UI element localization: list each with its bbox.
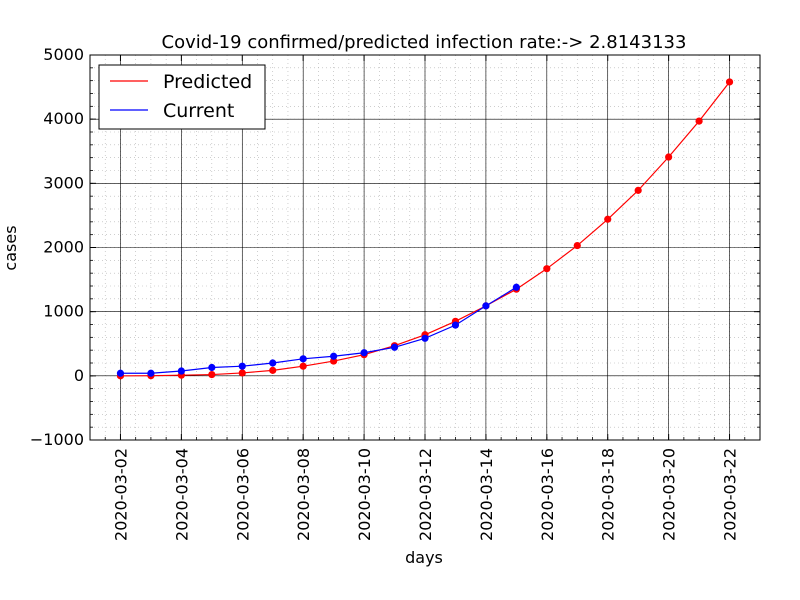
x-tick-label: 2020-03-20	[660, 448, 679, 541]
data-point-predicted	[299, 362, 307, 370]
data-point-current	[421, 334, 429, 342]
chart-title: Covid-19 confirmed/predicted infection r…	[162, 32, 687, 53]
data-point-current	[330, 352, 338, 360]
data-point-predicted	[269, 366, 277, 374]
ticks-layer	[89, 54, 761, 441]
y-tick-label: −1000	[30, 430, 84, 449]
legend-label-current: Current	[163, 100, 234, 122]
y-tick-labels: −1000 0 1000 2000 3000 4000 5000	[30, 45, 84, 449]
data-point-current	[116, 369, 125, 377]
data-point-current	[360, 349, 368, 357]
y-tick-label: 3000	[43, 173, 84, 192]
y-tick-label: 4000	[43, 109, 84, 128]
x-tick-label: 2020-03-06	[233, 448, 252, 541]
data-point-current	[269, 359, 277, 367]
legend: Predicted Current	[98, 64, 266, 130]
data-point-predicted	[238, 369, 246, 377]
data-point-current	[177, 367, 185, 375]
x-tick-label: 2020-03-14	[477, 448, 496, 541]
x-tick-label: 2020-03-12	[416, 448, 435, 541]
y-tick-label: 2000	[43, 238, 84, 257]
x-tick-label: 2020-03-08	[294, 448, 313, 541]
x-tick-label: 2020-03-02	[111, 448, 130, 541]
data-point-predicted	[604, 215, 612, 223]
y-axis-label: cases	[1, 225, 20, 270]
data-point-predicted	[665, 153, 673, 161]
data-point-predicted	[543, 265, 551, 273]
y-tick-label: 0	[74, 366, 84, 385]
data-point-predicted	[725, 78, 734, 86]
x-tick-label: 2020-03-18	[599, 448, 618, 541]
data-point-current	[390, 343, 399, 351]
data-point-current	[482, 302, 490, 310]
series-line-current	[120, 286, 517, 374]
data-point-predicted	[695, 117, 703, 125]
data-point-predicted	[634, 186, 642, 194]
legend-label-predicted: Predicted	[163, 71, 252, 93]
data-point-current	[147, 369, 155, 377]
data-point-current	[238, 362, 246, 370]
data-point-current	[299, 355, 307, 363]
x-tick-label: 2020-03-10	[355, 448, 374, 541]
x-axis-label: days	[405, 548, 443, 567]
x-tick-labels: 2020-03-02 2020-03-04 2020-03-06 2020-03-08…	[111, 448, 739, 541]
series-layer	[116, 78, 734, 380]
data-point-current	[451, 321, 460, 329]
legend-box	[98, 64, 266, 130]
x-tick-label: 2020-03-22	[721, 448, 740, 541]
y-tick-label: 5000	[43, 45, 84, 64]
x-tick-label: 2020-03-04	[172, 448, 191, 541]
data-point-predicted	[208, 370, 216, 379]
data-point-current	[208, 363, 216, 372]
data-point-predicted	[573, 241, 581, 250]
x-tick-label: 2020-03-16	[538, 448, 557, 541]
y-tick-label: 1000	[43, 302, 84, 321]
data-point-current	[512, 283, 520, 291]
